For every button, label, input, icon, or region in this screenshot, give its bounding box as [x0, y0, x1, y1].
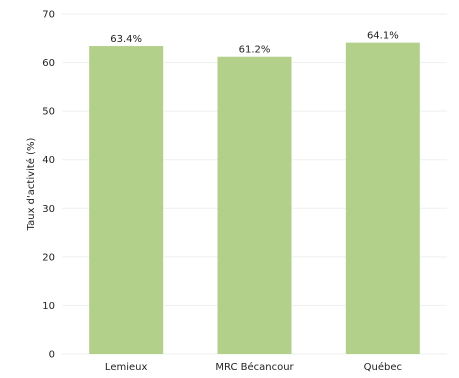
y-tick-label: 50	[42, 107, 55, 118]
y-tick-label: 10	[42, 301, 55, 312]
bar-qu-bec	[345, 42, 420, 355]
bar-value-label: 64.1%	[367, 31, 399, 42]
bar-lemieux	[89, 46, 164, 355]
y-tick-label: 60	[42, 58, 55, 69]
bar-value-label: 63.4%	[110, 34, 142, 45]
x-axis-ticks: Lemieux MRC Bécancour Québec	[105, 361, 402, 373]
bar-value-labels: 63.4% 61.2% 64.1%	[110, 31, 398, 56]
x-tick-label: Québec	[364, 361, 402, 373]
y-tick-label: 20	[42, 252, 55, 263]
y-tick-label: 30	[42, 204, 55, 215]
x-tick-label: MRC Bécancour	[215, 361, 294, 373]
y-axis-ticks: 0 10 20 30 40 50 60 70	[42, 10, 55, 361]
bar-mrc-b-cancour	[217, 56, 292, 354]
y-tick-label: 40	[42, 155, 55, 166]
y-tick-label: 70	[42, 10, 55, 21]
y-axis-title: Taux d'activité (%)	[25, 138, 37, 232]
bar-value-label: 61.2%	[239, 45, 271, 56]
y-tick-label: 0	[49, 350, 55, 361]
bars	[89, 42, 420, 355]
x-tick-label: Lemieux	[105, 362, 148, 373]
